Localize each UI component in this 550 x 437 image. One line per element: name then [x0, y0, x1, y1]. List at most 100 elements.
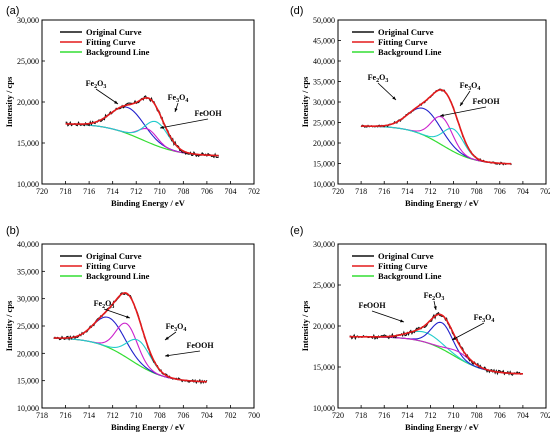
- x-tick-label: 714: [401, 411, 413, 420]
- annotation-arrow: [439, 106, 487, 117]
- x-tick-label: 708: [154, 411, 166, 420]
- legend-entry: Original Curve: [378, 251, 434, 261]
- peak-annotation: Fe2O3: [424, 291, 445, 302]
- y-tick-label: 10,000: [17, 180, 39, 189]
- y-tick-label: 25,000: [17, 57, 39, 66]
- x-tick-label: 712: [424, 411, 436, 420]
- peak-annotation: Fe3O4: [166, 322, 187, 333]
- panel-label: (e): [290, 225, 303, 237]
- annotation-arrowhead: [460, 102, 464, 106]
- background-line: [361, 125, 512, 165]
- x-tick-label: 710: [448, 411, 460, 420]
- x-tick-label: 712: [130, 187, 142, 196]
- peak-annotation: Fe2O3: [94, 299, 115, 310]
- x-tick-label: 718: [355, 187, 367, 196]
- original-curve: [349, 311, 524, 376]
- x-tick-label: 704: [201, 411, 213, 420]
- legend-entry: Original Curve: [86, 27, 142, 37]
- y-tick-label: 25,000: [17, 322, 39, 331]
- x-tick-label: 702: [224, 411, 236, 420]
- x-tick-label: 720: [332, 411, 344, 420]
- annotation-arrowhead: [440, 113, 444, 117]
- annotation-arrowhead: [126, 315, 130, 319]
- original-curve: [65, 95, 219, 159]
- plot-frame: [337, 243, 547, 409]
- x-tick-label: 710: [154, 187, 166, 196]
- annotation-arrowhead: [165, 353, 169, 358]
- x-axis-title: Binding Energy / eV: [405, 422, 480, 432]
- component-peak-feooh: [361, 125, 512, 165]
- annotation-arrow: [103, 308, 131, 319]
- annotation-arrow: [164, 350, 201, 357]
- x-tick-label: 720: [332, 187, 344, 196]
- legend-entry: Original Curve: [86, 251, 142, 261]
- x-tick-label: 712: [107, 411, 119, 420]
- panel-label: (a): [6, 5, 19, 17]
- legend-entry: Original Curve: [378, 27, 434, 37]
- peak-annotation: Fe2O3: [86, 79, 107, 90]
- fitting-curve: [349, 313, 523, 375]
- y-tick-label: 50,000: [313, 16, 335, 25]
- y-tick-label: 30,000: [313, 240, 335, 249]
- peak-annotation: Fe2O3: [368, 73, 389, 84]
- annotation-arrowhead: [400, 319, 404, 323]
- annotation-arrowhead: [392, 96, 396, 100]
- x-tick-label: 704: [517, 187, 529, 196]
- fitting-curve: [53, 292, 207, 383]
- legend-entry: Background Line: [86, 47, 150, 57]
- peak-annotation: Fe3O4: [474, 313, 495, 324]
- peak-annotation: FeOOH: [186, 341, 214, 350]
- y-tick-label: 10,000: [17, 404, 39, 413]
- y-axis-title: Intensity / cps: [300, 76, 310, 127]
- x-tick-label: 714: [83, 411, 95, 420]
- y-axis-title: Intensity / cps: [4, 76, 14, 127]
- x-tick-label: 704: [517, 411, 529, 420]
- plot-frame: [41, 243, 255, 409]
- y-tick-label: 30,000: [313, 98, 335, 107]
- legend-entry: Fitting Curve: [378, 37, 428, 47]
- y-tick-label: 20,000: [17, 98, 39, 107]
- original-curve: [53, 292, 208, 385]
- y-tick-label: 20,000: [17, 349, 39, 358]
- y-tick-label: 25,000: [313, 281, 335, 290]
- y-tick-label: 10,000: [313, 404, 335, 413]
- legend-entry: Background Line: [378, 47, 442, 57]
- peak-annotation: FeOOH: [472, 97, 500, 106]
- y-tick-label: 40,000: [17, 240, 39, 249]
- annotation-arrow: [159, 118, 209, 129]
- y-tick-label: 20,000: [313, 139, 335, 148]
- x-tick-label: 710: [448, 187, 460, 196]
- annotation-arrow: [451, 322, 485, 341]
- y-tick-label: 30,000: [17, 295, 39, 304]
- legend-entry: Background Line: [378, 271, 442, 281]
- x-tick-label: 708: [471, 187, 483, 196]
- chart-panel-b: (b) 718 716 714 712 710 708 706 704 702 700 10,000 1…: [4, 225, 260, 432]
- x-tick-label: 702: [540, 187, 550, 196]
- y-tick-label: 35,000: [17, 267, 39, 276]
- x-tick-label: 702: [248, 187, 260, 196]
- x-tick-label: 710: [130, 411, 142, 420]
- x-tick-label: 706: [494, 411, 506, 420]
- chart-panel-e: (e) 720 718 716 714 712 710 708 706 704 702 10,000 1…: [290, 225, 550, 432]
- annotation-arrow: [377, 82, 397, 101]
- y-tick-label: 15,000: [17, 377, 39, 386]
- annotation-arrowhead: [165, 336, 169, 340]
- panel-label: (b): [6, 225, 19, 237]
- panel-label: (d): [290, 5, 303, 17]
- x-tick-label: 706: [177, 411, 189, 420]
- chart-panel-a: (a) 720 718 716 714 712 710 708 706 704 702 10,000 1…: [4, 5, 260, 208]
- y-axis-title: Intensity / cps: [4, 300, 14, 351]
- legend-entry: Fitting Curve: [86, 37, 136, 47]
- y-tick-label: 25,000: [313, 119, 335, 128]
- annotation-arrowhead: [160, 125, 164, 129]
- x-tick-label: 706: [201, 187, 213, 196]
- annotation-arrow: [95, 88, 119, 105]
- x-tick-label: 716: [83, 187, 95, 196]
- peak-annotation: FeOOH: [358, 301, 386, 310]
- fitting-curve: [65, 97, 219, 157]
- x-tick-label: 716: [378, 411, 390, 420]
- x-tick-label: 714: [107, 187, 119, 196]
- x-tick-label: 706: [494, 187, 506, 196]
- y-tick-label: 15,000: [313, 363, 335, 372]
- x-tick-label: 718: [36, 411, 48, 420]
